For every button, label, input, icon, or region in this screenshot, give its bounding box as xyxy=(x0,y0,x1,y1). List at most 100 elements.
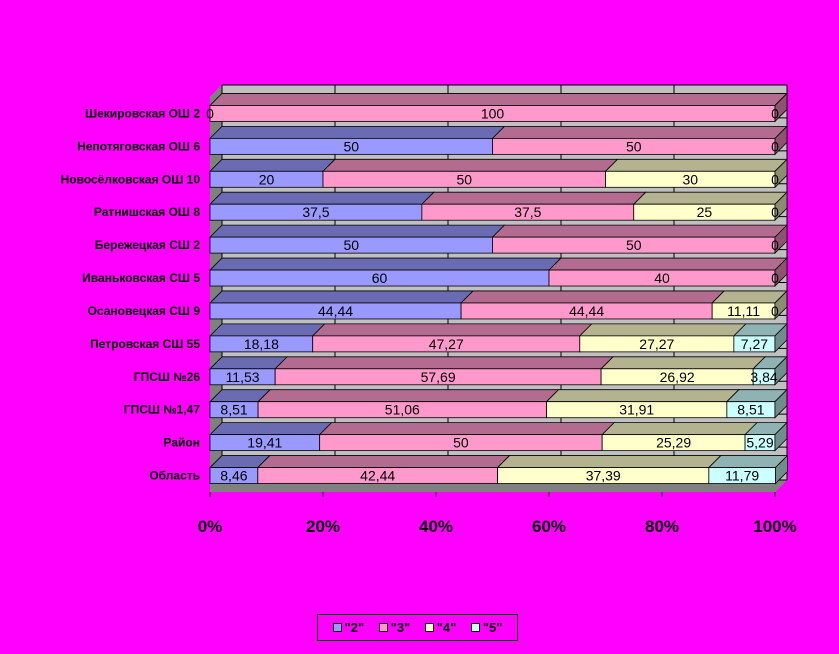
data-label: 50 xyxy=(343,237,359,253)
bar-side xyxy=(774,388,788,419)
x-tick-label: 100% xyxy=(753,517,796,536)
data-label: 0 xyxy=(771,171,779,187)
x-tick-label: 0% xyxy=(198,517,223,536)
data-label: 37,5 xyxy=(302,204,329,220)
bar-top xyxy=(209,93,788,106)
bar-side xyxy=(774,289,788,320)
bar-top xyxy=(256,455,511,468)
category-label: Область xyxy=(149,469,200,483)
legend-swatch xyxy=(378,623,388,632)
data-label: 20 xyxy=(259,171,275,187)
data-label: 25,29 xyxy=(656,435,691,451)
category-label: Новосёлковская ОШ 10 xyxy=(61,172,201,186)
bar-top xyxy=(601,422,759,436)
data-label: 44,44 xyxy=(318,303,353,319)
data-label: 40 xyxy=(654,270,670,286)
bar-top xyxy=(209,422,333,436)
data-label: 19,41 xyxy=(247,435,282,451)
category-label: Непотяговская ОШ 6 xyxy=(77,139,200,153)
data-label: 100 xyxy=(481,105,505,121)
data-label: 31,91 xyxy=(619,402,654,418)
bar-top xyxy=(600,356,767,370)
data-label: 60 xyxy=(372,270,388,286)
bar-side xyxy=(774,191,788,222)
x-tick-label: 40% xyxy=(419,517,453,536)
category-label: Район xyxy=(164,436,200,450)
bar-side xyxy=(774,257,788,288)
x-tick-label: 80% xyxy=(645,517,679,536)
data-label: 0 xyxy=(771,138,779,154)
data-label: 0 xyxy=(771,270,779,286)
data-label: 0 xyxy=(771,303,779,319)
bar-top xyxy=(209,257,562,271)
bar-top xyxy=(548,257,788,271)
data-label: 30 xyxy=(682,171,698,187)
bar-top xyxy=(604,158,788,172)
data-label: 51,06 xyxy=(385,402,420,418)
bar-top xyxy=(209,290,475,304)
bar-top xyxy=(209,356,289,370)
bar-top xyxy=(545,389,740,403)
legend-label: "5" xyxy=(482,620,503,635)
bar-top xyxy=(491,125,788,139)
bar-top xyxy=(322,158,619,172)
bar-top xyxy=(496,455,722,468)
data-label: 8,51 xyxy=(220,402,247,418)
bar-top xyxy=(420,191,647,205)
bar-top xyxy=(707,455,789,468)
legend-label: "3" xyxy=(390,620,411,635)
data-label: 8,46 xyxy=(220,468,247,484)
bar-top xyxy=(209,224,506,238)
data-label: 25 xyxy=(697,204,713,220)
bar-side xyxy=(774,125,788,156)
bar-side xyxy=(774,322,788,353)
data-label: 50 xyxy=(453,435,469,451)
bar-top xyxy=(311,323,593,337)
data-label: 42,44 xyxy=(360,468,395,484)
data-label: 18,18 xyxy=(244,336,279,352)
category-label: Иваньковская СШ 5 xyxy=(82,271,200,285)
legend-item: "2" xyxy=(332,620,365,635)
x-tick-label: 60% xyxy=(532,517,566,536)
data-label: 44,44 xyxy=(569,303,604,319)
data-label: 37,5 xyxy=(514,204,541,220)
legend-label: "2" xyxy=(344,620,365,635)
bar-top xyxy=(257,389,560,403)
data-label: 8,51 xyxy=(737,402,764,418)
data-label: 50 xyxy=(343,138,359,154)
bar-top xyxy=(209,323,326,337)
legend-swatch xyxy=(332,623,342,632)
data-label: 26,92 xyxy=(660,369,695,385)
bar-side xyxy=(774,224,788,255)
data-label: 5,29 xyxy=(746,435,773,451)
legend-swatch xyxy=(470,623,480,632)
category-label: Бережецкая СШ 2 xyxy=(95,238,201,252)
data-label: 0 xyxy=(771,237,779,253)
bar-top xyxy=(711,290,788,304)
data-label: 50 xyxy=(456,171,472,187)
legend: "2" "3" "4" "5" xyxy=(317,614,518,641)
legend-swatch xyxy=(424,623,434,632)
category-label: ГПСШ №26 xyxy=(134,370,201,384)
data-label: 50 xyxy=(626,138,642,154)
data-label: 11,11 xyxy=(727,303,760,319)
bar-side xyxy=(774,92,788,123)
data-label: 50 xyxy=(626,237,642,253)
bar-top xyxy=(318,422,616,436)
bar-top xyxy=(274,356,615,370)
data-label: 0 xyxy=(771,204,779,220)
bar-top xyxy=(578,323,747,337)
data-label: 27,27 xyxy=(639,336,674,352)
data-label: 0 xyxy=(206,105,214,121)
category-label: ГПСШ №1,47 xyxy=(124,403,201,417)
category-label: Петровская СШ 55 xyxy=(90,337,200,351)
x-tick-label: 20% xyxy=(306,517,340,536)
legend-item: "5" xyxy=(470,620,503,635)
category-label: Шекировская ОШ 2 xyxy=(85,106,200,120)
data-label: 57,69 xyxy=(421,369,456,385)
bar-top xyxy=(460,290,726,304)
bar-side xyxy=(775,454,788,485)
legend-item: "3" xyxy=(378,620,411,635)
